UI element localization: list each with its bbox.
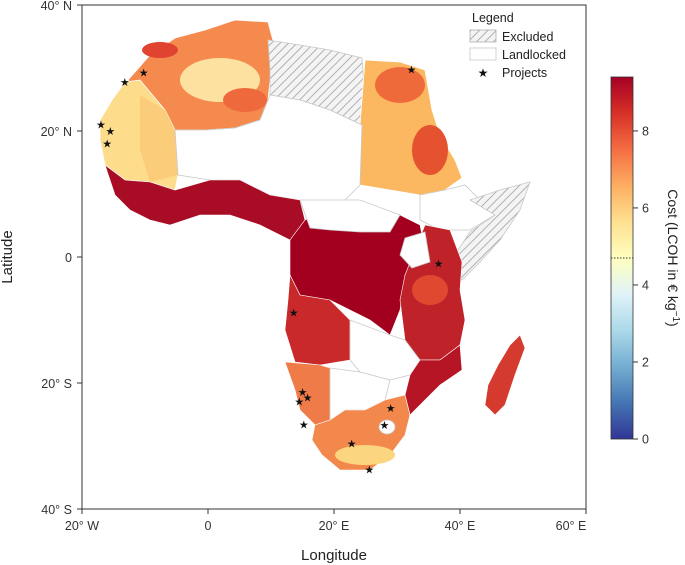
- region-horn-excluded: [449, 181, 531, 281]
- project-star-icon: ★: [379, 419, 389, 432]
- colorbar-tick-label: 6: [642, 201, 649, 215]
- project-star-icon: ★: [96, 119, 106, 132]
- x-axis-title: Longitude: [301, 547, 367, 564]
- region-uganda-landlocked: [399, 231, 431, 269]
- x-tick-label: 60° E: [556, 519, 587, 533]
- project-star-icon: ★: [102, 138, 112, 151]
- project-markers: ★★ ★★ ★★★★★★★★★★★★: [96, 63, 444, 476]
- region-madagascar: [484, 334, 526, 416]
- x-tick-label: 40° E: [445, 519, 476, 533]
- x-tick-label: 0: [205, 519, 212, 533]
- project-star-icon: ★: [299, 419, 309, 432]
- legend-label: Projects: [502, 66, 547, 80]
- colorbar-tick-label: 4: [642, 278, 649, 292]
- x-axis: 20° W 0 20° E 40° E 60° E: [65, 509, 587, 533]
- legend-label: Excluded: [502, 30, 553, 44]
- project-star-icon: ★: [120, 76, 130, 89]
- south-africa-pale-patch: [335, 445, 395, 465]
- legend-star-icon: ★: [478, 66, 489, 80]
- project-star-icon: ★: [105, 125, 115, 138]
- mauritania-interior: [140, 95, 178, 182]
- y-tick-label: 40° S: [41, 503, 72, 517]
- region-car-landlocked: [299, 199, 401, 233]
- project-star-icon: ★: [407, 63, 417, 76]
- sudan-red-patch: [412, 125, 448, 175]
- legend: Legend Excluded Landlocked ★ Projects: [469, 11, 566, 80]
- colorbar-title-main: Cost (LCOH in € kg: [665, 189, 681, 310]
- legend-title: Legend: [472, 11, 514, 25]
- legend-label: Landlocked: [502, 48, 566, 62]
- colorbar-title: Cost (LCOH in € kg−1): [665, 189, 682, 326]
- project-star-icon: ★: [289, 306, 299, 319]
- egypt-red-patch: [375, 67, 425, 103]
- project-star-icon: ★: [364, 463, 374, 476]
- orange-sahara-patch: [223, 88, 267, 112]
- y-tick-label: 40° N: [41, 0, 72, 13]
- tanzania-orange-patch: [412, 275, 448, 305]
- y-tick-label: 0: [65, 251, 72, 265]
- legend-landlocked-swatch: [469, 47, 497, 61]
- region-mozambique: [404, 344, 463, 416]
- colorbar-tick-label: 2: [642, 355, 649, 369]
- project-star-icon: ★: [303, 391, 313, 404]
- legend-excluded-swatch: [469, 29, 497, 43]
- project-star-icon: ★: [347, 437, 357, 450]
- y-axis-title: Latitude: [0, 230, 16, 283]
- project-star-icon: ★: [139, 66, 149, 79]
- colorbar: 0 2 4 6 8 Cost (LCOH in € kg−1): [610, 76, 682, 447]
- x-tick-label: 20° W: [65, 519, 99, 533]
- colorbar-tick-label: 0: [642, 433, 649, 447]
- x-tick-label: 20° E: [319, 519, 350, 533]
- colorbar-title-end: ): [665, 322, 681, 327]
- project-star-icon: ★: [294, 395, 304, 408]
- red-mountain-patch: [142, 42, 178, 58]
- y-axis: 40° N 20° N 0 20° S 40° S: [41, 0, 82, 517]
- y-tick-label: 20° S: [41, 377, 72, 391]
- project-star-icon: ★: [386, 402, 396, 415]
- lesotho-landlocked: [378, 419, 396, 435]
- project-star-icon: ★: [434, 257, 444, 270]
- region-angola: [284, 273, 351, 366]
- y-tick-label: 20° N: [41, 125, 72, 139]
- colorbar-title-superscript: −1: [671, 311, 682, 323]
- colorbar-tick-label: 8: [642, 124, 649, 138]
- project-star-icon: ★: [298, 386, 308, 399]
